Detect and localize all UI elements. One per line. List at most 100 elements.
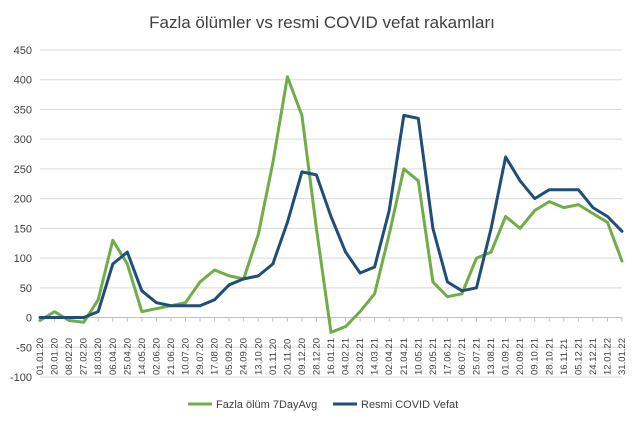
x-tick-label-4: 18.03.20 xyxy=(93,338,104,375)
y-tick-label-6: 200 xyxy=(14,194,32,206)
point-official-deaths-3 xyxy=(82,316,85,319)
x-tick-label-10: 10.07.20 xyxy=(181,338,192,375)
point-official-deaths-37 xyxy=(577,188,580,191)
point-official-deaths-33 xyxy=(518,179,522,182)
x-tick-label-14: 24.09.20 xyxy=(239,338,250,375)
x-tick-label-39: 12.01.22 xyxy=(602,338,613,375)
point-excess-deaths-24 xyxy=(388,233,391,236)
x-tick-label-1: 20.01.20 xyxy=(50,338,61,375)
x-tick-label-29: 06.07.21 xyxy=(457,338,468,375)
point-official-deaths-23 xyxy=(373,265,376,269)
x-tick-label-19: 28.12.20 xyxy=(311,338,322,375)
x-tick-label-25: 21.04.21 xyxy=(399,338,410,375)
y-tick-label-10: 400 xyxy=(14,75,32,87)
point-official-deaths-10 xyxy=(184,304,187,307)
point-official-deaths-17 xyxy=(286,221,289,224)
x-tick-label-18: 09.12.20 xyxy=(297,338,308,375)
x-tick-label-40: 31.01.22 xyxy=(617,338,628,375)
x-axis-ticks: 01.01.20 20.01.20 08.02.20 27.02.20 18.03.20… xyxy=(35,317,628,375)
x-tick-label-15: 13.10.20 xyxy=(253,338,264,375)
point-official-deaths-40 xyxy=(620,230,624,233)
y-tick-label-8: 300 xyxy=(14,134,32,146)
point-official-deaths-26 xyxy=(417,117,420,120)
point-official-deaths-7 xyxy=(140,289,143,292)
point-official-deaths-24 xyxy=(388,209,391,212)
series-lines xyxy=(38,75,624,334)
x-tick-label-5: 06.04.20 xyxy=(108,338,119,375)
point-excess-deaths-36 xyxy=(562,206,565,209)
point-official-deaths-14 xyxy=(242,277,245,281)
x-tick-label-35: 28.10.21 xyxy=(544,338,555,375)
point-excess-deaths-28 xyxy=(446,295,449,298)
x-tick-label-8: 02.06.20 xyxy=(151,338,162,375)
point-excess-deaths-34 xyxy=(533,209,536,212)
x-tick-label-30: 25.07.21 xyxy=(472,338,483,375)
x-tick-label-12: 17.08.20 xyxy=(210,338,221,375)
x-tick-label-36: 16.11.21 xyxy=(559,339,570,375)
point-official-deaths-36 xyxy=(562,188,565,191)
point-excess-deaths-4 xyxy=(97,298,100,301)
point-excess-deaths-15 xyxy=(257,233,260,236)
y-axis-ticks: -100 -50 0 50 100 150 200 250 300 350 400 450 xyxy=(10,45,32,384)
point-official-deaths-35 xyxy=(548,188,551,191)
point-official-deaths-0 xyxy=(38,316,42,319)
point-excess-deaths-39 xyxy=(606,221,609,224)
point-excess-deaths-16 xyxy=(271,161,274,165)
point-excess-deaths-31 xyxy=(489,250,493,254)
x-tick-label-20: 16.01.21 xyxy=(326,338,337,375)
x-tick-label-9: 21.06.20 xyxy=(166,338,177,375)
x-tick-label-3: 27.02.20 xyxy=(79,338,90,375)
point-official-deaths-38 xyxy=(591,206,595,209)
point-official-deaths-11 xyxy=(198,304,202,307)
point-excess-deaths-25 xyxy=(402,167,405,171)
x-tick-label-28: 17.06.21 xyxy=(442,338,453,375)
x-tick-label-31: 13.08.21 xyxy=(486,338,497,375)
x-tick-label-2: 08.02.20 xyxy=(64,338,75,375)
point-official-deaths-30 xyxy=(475,286,478,289)
point-excess-deaths-32 xyxy=(504,215,507,218)
x-tick-label-21: 04.02.21 xyxy=(341,338,352,375)
point-excess-deaths-13 xyxy=(228,274,231,278)
x-tick-label-17: 20.11.20 xyxy=(282,339,293,375)
point-excess-deaths-37 xyxy=(577,203,580,206)
point-excess-deaths-38 xyxy=(591,212,595,215)
point-excess-deaths-0 xyxy=(38,319,42,322)
x-tick-label-26: 10.05.21 xyxy=(413,338,424,375)
point-official-deaths-31 xyxy=(489,227,493,230)
point-official-deaths-22 xyxy=(358,271,362,275)
legend-label-excess-deaths: Fazla ölüm 7DayAvg xyxy=(216,399,317,411)
point-excess-deaths-21 xyxy=(344,325,347,328)
point-official-deaths-34 xyxy=(533,197,536,200)
x-tick-label-6: 25.04.20 xyxy=(122,338,133,375)
point-excess-deaths-11 xyxy=(198,280,202,284)
x-tick-label-24: 02.04.21 xyxy=(384,338,395,375)
point-excess-deaths-29 xyxy=(460,292,464,295)
point-official-deaths-1 xyxy=(53,316,56,319)
y-tick-label-3: 50 xyxy=(20,283,32,295)
point-excess-deaths-17 xyxy=(286,75,289,79)
y-tick-label-4: 100 xyxy=(14,253,32,265)
y-tick-label-11: 450 xyxy=(14,45,32,57)
series-line-excess-deaths xyxy=(38,75,624,334)
point-excess-deaths-12 xyxy=(213,268,216,272)
point-official-deaths-15 xyxy=(257,274,260,278)
x-tick-label-16: 01.11.20 xyxy=(268,339,279,375)
y-tick-label-0: -100 xyxy=(10,372,32,384)
gridlines xyxy=(40,49,622,378)
point-excess-deaths-5 xyxy=(111,239,115,242)
point-excess-deaths-23 xyxy=(373,292,376,295)
x-tick-label-27: 29.05.21 xyxy=(428,338,439,375)
point-official-deaths-4 xyxy=(97,310,100,313)
point-official-deaths-2 xyxy=(67,316,71,319)
point-excess-deaths-27 xyxy=(431,280,435,284)
point-official-deaths-6 xyxy=(126,250,129,254)
point-excess-deaths-40 xyxy=(620,259,624,263)
y-tick-label-9: 350 xyxy=(14,104,32,116)
point-excess-deaths-2 xyxy=(67,319,71,322)
point-official-deaths-5 xyxy=(111,262,115,266)
x-tick-label-33: 20.09.21 xyxy=(515,338,526,375)
point-official-deaths-25 xyxy=(402,114,405,117)
y-tick-label-2: 0 xyxy=(26,313,32,325)
point-official-deaths-12 xyxy=(213,298,216,301)
